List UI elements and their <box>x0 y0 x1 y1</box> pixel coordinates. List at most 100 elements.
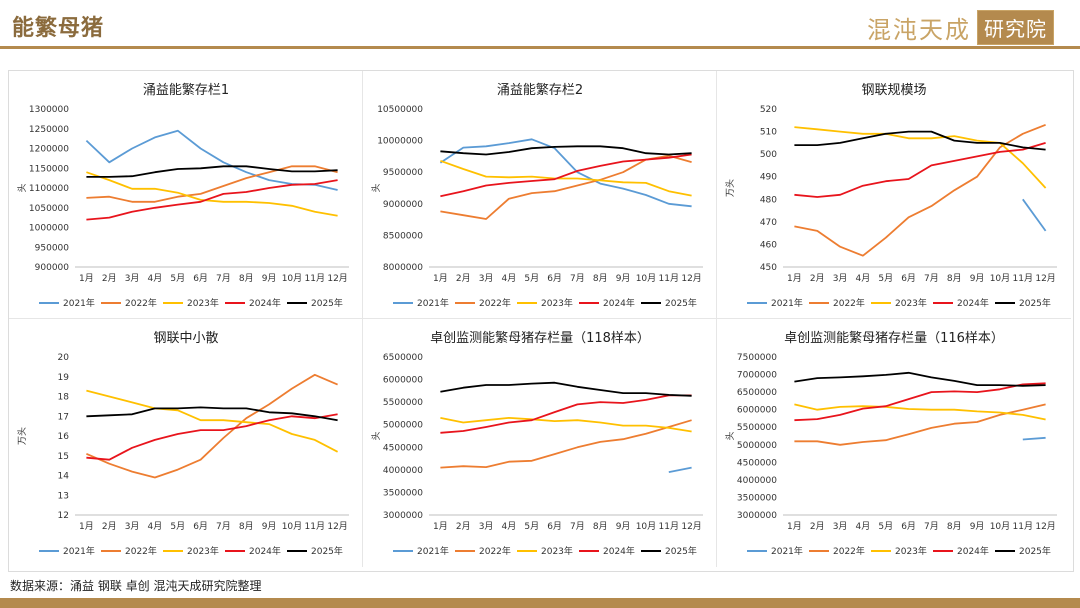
y-tick-label: 1150000 <box>29 164 69 174</box>
x-tick-label: 1月 <box>433 521 448 532</box>
y-tick-label: 4000000 <box>383 466 423 476</box>
series-line-2023年 <box>440 159 692 197</box>
y-tick-label: 460 <box>760 240 777 250</box>
y-tick-label: 20 <box>58 353 70 363</box>
chart-panel-4: 12 13 14 15 16 17 18 19 20 万头 1月 2月 3月 4月 5月 6月 7月 8月 9月 10… <box>9 319 363 567</box>
x-tick-label: 7月 <box>216 273 231 284</box>
x-tick-label: 1月 <box>79 273 94 284</box>
x-tick-label: 5月 <box>170 521 185 532</box>
legend-label: 2025年 <box>311 297 343 309</box>
chart-svg-4: 12 13 14 15 16 17 18 19 20 万头 1月 2月 3月 4月 5月 6月 7月 8月 9月 10… <box>17 353 349 557</box>
series-line-2024年 <box>794 142 1046 198</box>
y-tick-label: 7500000 <box>737 353 777 363</box>
series-line-2025年 <box>86 165 338 178</box>
series-line-2022年 <box>86 165 338 203</box>
page-title: 能繁母猪 <box>12 16 105 41</box>
x-tick-label: 9月 <box>616 521 631 532</box>
x-tick-label: 7月 <box>570 273 585 284</box>
x-tick-label: 4月 <box>502 521 517 532</box>
chart-panel-2: 8000000 8500000 9000000 9500000 10000000 1050… <box>363 71 717 319</box>
x-tick-label: 9月 <box>616 273 631 284</box>
series-line-2024年 <box>86 413 338 461</box>
x-tick-label: 4月 <box>148 273 163 284</box>
legend-label: 2021年 <box>417 545 449 557</box>
chart-title-1: 涌益能繁存栏1 <box>142 83 230 98</box>
legend-label: 2024年 <box>249 545 281 557</box>
x-tick-label: 1月 <box>787 273 802 284</box>
chart-panel-1: 900000 950000 1000000 1050000 1100000 1150000… <box>9 71 363 319</box>
y-axis-label: 头 <box>17 183 28 192</box>
series-line-2024年 <box>440 153 692 198</box>
x-tick-label: 3月 <box>833 273 848 284</box>
y-tick-label: 18 <box>58 393 70 403</box>
series-line-2023年 <box>86 389 339 453</box>
y-tick-label: 1100000 <box>29 184 69 194</box>
x-tick-label: 11月 <box>659 273 679 284</box>
y-tick-label: 1300000 <box>29 105 69 115</box>
y-tick-label: 8000000 <box>383 263 423 273</box>
legend-label: 2023年 <box>895 297 927 309</box>
x-tick-label: 9月 <box>262 273 277 284</box>
brand-logo: 混沌天成 研究院 <box>867 10 1054 45</box>
series-line-2025年 <box>794 130 1046 151</box>
y-tick-label: 14 <box>58 472 70 482</box>
series-line-2022年 <box>440 419 692 469</box>
x-tick-label: 1月 <box>787 521 802 532</box>
y-axis-label: 头 <box>725 431 736 440</box>
legend-label: 2025年 <box>665 545 697 557</box>
y-tick-label: 3500000 <box>737 493 777 503</box>
y-tick-label: 4500000 <box>383 443 423 453</box>
x-tick-label: 6月 <box>901 273 916 284</box>
chart-svg-1: 900000 950000 1000000 1050000 1100000 1150000… <box>17 105 349 309</box>
legend-label: 2023年 <box>541 297 573 309</box>
x-tick-label: 5月 <box>878 273 893 284</box>
y-tick-label: 5500000 <box>383 398 423 408</box>
chart-svg-3: 450 460 470 480 490 500 510 520 万头 1月 2月 3月 4月 5月 6月 7月… <box>725 105 1057 309</box>
chart-panel-6: 3000000 3500000 4000000 4500000 5000000 55000… <box>717 319 1071 567</box>
chart-title-5: 卓创监测能繁母猪存栏量（118样本） <box>430 331 650 346</box>
y-tick-label: 10500000 <box>377 105 423 115</box>
y-tick-label: 5000000 <box>383 421 423 431</box>
y-tick-label: 5000000 <box>737 441 777 451</box>
x-tick-label: 2月 <box>102 521 117 532</box>
y-axis-label: 万头 <box>725 179 736 197</box>
legend-label: 2021年 <box>771 297 803 309</box>
x-tick-label: 3月 <box>479 273 494 284</box>
x-tick-label: 2月 <box>810 273 825 284</box>
y-tick-label: 12 <box>58 511 69 521</box>
chart-title-3: 钢联规模场 <box>861 83 927 98</box>
y-tick-label: 6000000 <box>737 406 777 416</box>
x-tick-label: 7月 <box>924 273 939 284</box>
x-tick-label: 2月 <box>456 273 471 284</box>
y-tick-label: 1050000 <box>29 204 69 214</box>
series-line-2024年 <box>440 394 692 434</box>
legend-label: 2022年 <box>833 297 865 309</box>
y-tick-label: 17 <box>58 412 69 422</box>
x-tick-label: 2月 <box>102 273 117 284</box>
legend-label: 2022年 <box>833 545 865 557</box>
x-tick-label: 6月 <box>193 521 208 532</box>
series-line-2022年 <box>86 373 338 479</box>
y-tick-label: 520 <box>760 105 777 115</box>
y-tick-label: 6000000 <box>383 376 423 386</box>
x-tick-label: 12月 <box>1035 521 1055 532</box>
x-tick-label: 1月 <box>433 273 448 284</box>
legend-label: 2025年 <box>665 297 697 309</box>
brand-box: 研究院 <box>977 10 1054 45</box>
y-tick-label: 5500000 <box>737 423 777 433</box>
series-line-2025年 <box>440 381 692 397</box>
y-tick-label: 10000000 <box>377 137 423 147</box>
chart-svg-6: 3000000 3500000 4000000 4500000 5000000 55000… <box>725 353 1057 557</box>
chart-title-2: 涌益能繁存栏2 <box>496 83 584 98</box>
x-tick-label: 7月 <box>216 521 231 532</box>
y-tick-label: 7000000 <box>737 371 777 381</box>
y-axis-label: 头 <box>371 183 382 192</box>
x-tick-label: 4月 <box>502 273 517 284</box>
x-tick-label: 11月 <box>305 273 325 284</box>
legend-label: 2021年 <box>417 297 449 309</box>
series-line-2025年 <box>86 406 338 422</box>
y-tick-label: 510 <box>760 128 777 138</box>
series-line-2023年 <box>86 171 338 217</box>
header-rule <box>0 46 1080 49</box>
legend-label: 2025年 <box>1019 545 1051 557</box>
